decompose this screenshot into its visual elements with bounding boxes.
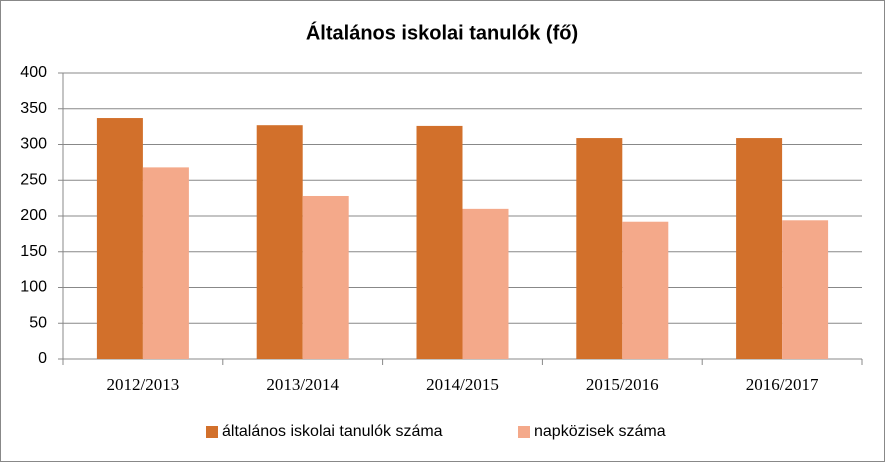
y-tick-label: 50: [29, 314, 47, 331]
x-tick-label: 2016/2017: [746, 375, 819, 394]
y-tick-label: 300: [20, 136, 47, 153]
y-tick-label: 150: [20, 243, 47, 260]
bar: [736, 138, 783, 359]
chart-title: Általános iskolai tanulók (fő): [306, 21, 578, 44]
y-tick-label: 350: [20, 100, 47, 117]
bar: [462, 208, 509, 359]
bar: [96, 118, 143, 359]
legend-label: általános iskolai tanulók száma: [222, 423, 443, 440]
y-tick-label: 250: [20, 171, 47, 188]
bar: [302, 195, 349, 359]
y-tick-label: 400: [20, 64, 47, 81]
bar: [576, 138, 623, 359]
y-tick-label: 0: [38, 350, 47, 367]
x-tick-label: 2012/2013: [107, 375, 180, 394]
y-tick-label: 200: [20, 207, 47, 224]
x-tick-label: 2014/2015: [426, 375, 499, 394]
legend-swatch: [518, 426, 530, 438]
x-tick-label: 2013/2014: [266, 375, 339, 394]
x-tick-label: 2015/2016: [586, 375, 659, 394]
bar: [256, 125, 303, 359]
bar: [142, 167, 189, 359]
bar: [622, 221, 669, 359]
bar: [782, 220, 829, 359]
bar: [416, 125, 463, 359]
legend-label: napközisek száma: [534, 423, 666, 440]
y-tick-label: 100: [20, 279, 47, 296]
legend-swatch: [206, 426, 218, 438]
